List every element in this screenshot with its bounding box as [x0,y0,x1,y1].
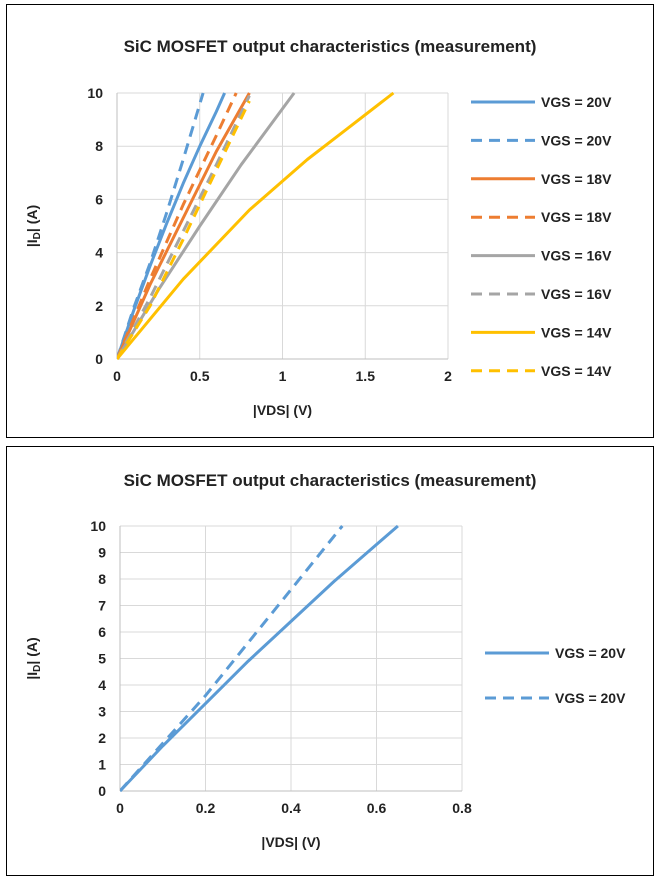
x-tick-label: 0.6 [367,800,387,816]
chart-panel-1: SiC MOSFET output characteristics (measu… [6,4,654,438]
series-line [120,524,399,793]
chart-panel-2: SiC MOSFET output characteristics (measu… [6,446,654,876]
chart-title: SiC MOSFET output characteristics (measu… [124,471,537,490]
y-tick-label: 7 [98,598,106,614]
y-tick-label: 0 [95,351,103,367]
y-tick-label: 4 [95,245,103,261]
legend-label: VGS = 14V [541,363,612,379]
chart-1-svg: SiC MOSFET output characteristics (measu… [24,37,612,418]
legend-label: VGS = 16V [541,248,612,264]
series-line [117,100,251,360]
y-tick-label: 9 [98,545,106,561]
y-tick-label: 8 [95,138,103,154]
legend-label: VGS = 14V [541,324,612,340]
x-axis-label: |VDS| (V) [261,834,320,850]
x-tick-label: 1 [279,368,287,384]
y-tick-label: 6 [98,624,106,640]
series-line [117,95,251,360]
x-tick-label: 0.2 [196,800,216,816]
x-tick-label: 0 [116,800,124,816]
x-tick-label: 0.8 [452,800,472,816]
legend-label: VGS = 20V [555,690,626,706]
x-tick-label: 0.5 [190,368,210,384]
series-line [117,91,395,360]
y-tick-label: 2 [98,730,106,746]
legend-label: VGS = 18V [541,209,612,225]
legend-label: VGS = 16V [541,286,612,302]
legend-label: VGS = 20V [541,132,612,148]
x-axis-label: |VDS| (V) [253,402,312,418]
chart-title: SiC MOSFET output characteristics (measu… [124,37,537,56]
series-line [117,92,296,360]
y-tick-label: 0 [98,783,106,799]
x-tick-label: 1.5 [356,368,376,384]
legend-label: VGS = 18V [541,171,612,187]
y-tick-label: 10 [90,518,106,534]
y-tick-label: 3 [98,704,106,720]
x-tick-label: 0 [113,368,121,384]
y-tick-label: 4 [98,677,106,693]
legend-label: VGS = 20V [555,645,626,661]
y-tick-label: 2 [95,298,103,314]
y-tick-label: 8 [98,571,106,587]
y-axis-label: |ID| (A) [24,205,43,247]
chart-2-svg: SiC MOSFET output characteristics (measu… [24,471,626,850]
series-line [120,525,344,793]
series-line [117,92,238,360]
legend-label: VGS = 20V [541,94,612,110]
y-tick-label: 6 [95,191,103,207]
y-axis-label: |ID| (A) [24,637,43,679]
series-line [117,92,205,360]
y-tick-label: 10 [87,85,103,101]
series-line [117,92,251,360]
y-tick-label: 1 [98,757,106,773]
x-tick-label: 2 [444,368,452,384]
y-tick-label: 5 [98,651,106,667]
x-tick-label: 0.4 [281,800,301,816]
